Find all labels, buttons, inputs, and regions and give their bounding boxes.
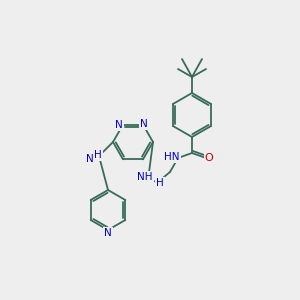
Text: N: N: [104, 228, 112, 238]
Text: HN: HN: [164, 152, 180, 162]
Text: N: N: [140, 119, 148, 129]
Text: O: O: [205, 153, 213, 163]
Text: H: H: [94, 150, 102, 160]
Text: N: N: [86, 154, 94, 164]
Text: N: N: [115, 120, 123, 130]
Text: NH: NH: [137, 172, 153, 182]
Text: H: H: [156, 178, 164, 188]
